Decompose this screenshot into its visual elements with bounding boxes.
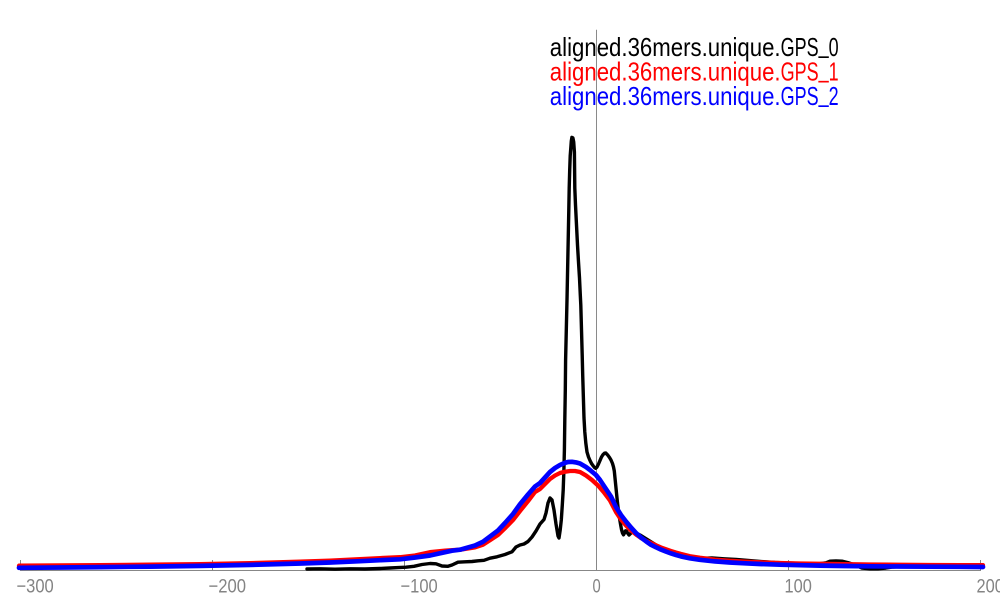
svg-text:GPS_1: GPS_1 [781,53,839,86]
svg-text:0: 0 [593,576,601,598]
svg-text:aligned.36mers.unique.: aligned.36mers.unique. [550,32,781,62]
svg-text:100: 100 [785,576,812,598]
svg-text:aligned.36mers.unique.: aligned.36mers.unique. [550,57,781,87]
svg-text:aligned.36mers.unique.: aligned.36mers.unique. [550,81,781,111]
svg-text:−300: −300 [17,576,54,598]
svg-text:−200: −200 [209,576,247,598]
svg-text:GPS_0: GPS_0 [781,29,839,62]
svg-text:−100: −100 [401,576,438,598]
svg-text:GPS_2: GPS_2 [781,78,839,111]
svg-text:200: 200 [977,576,1000,598]
